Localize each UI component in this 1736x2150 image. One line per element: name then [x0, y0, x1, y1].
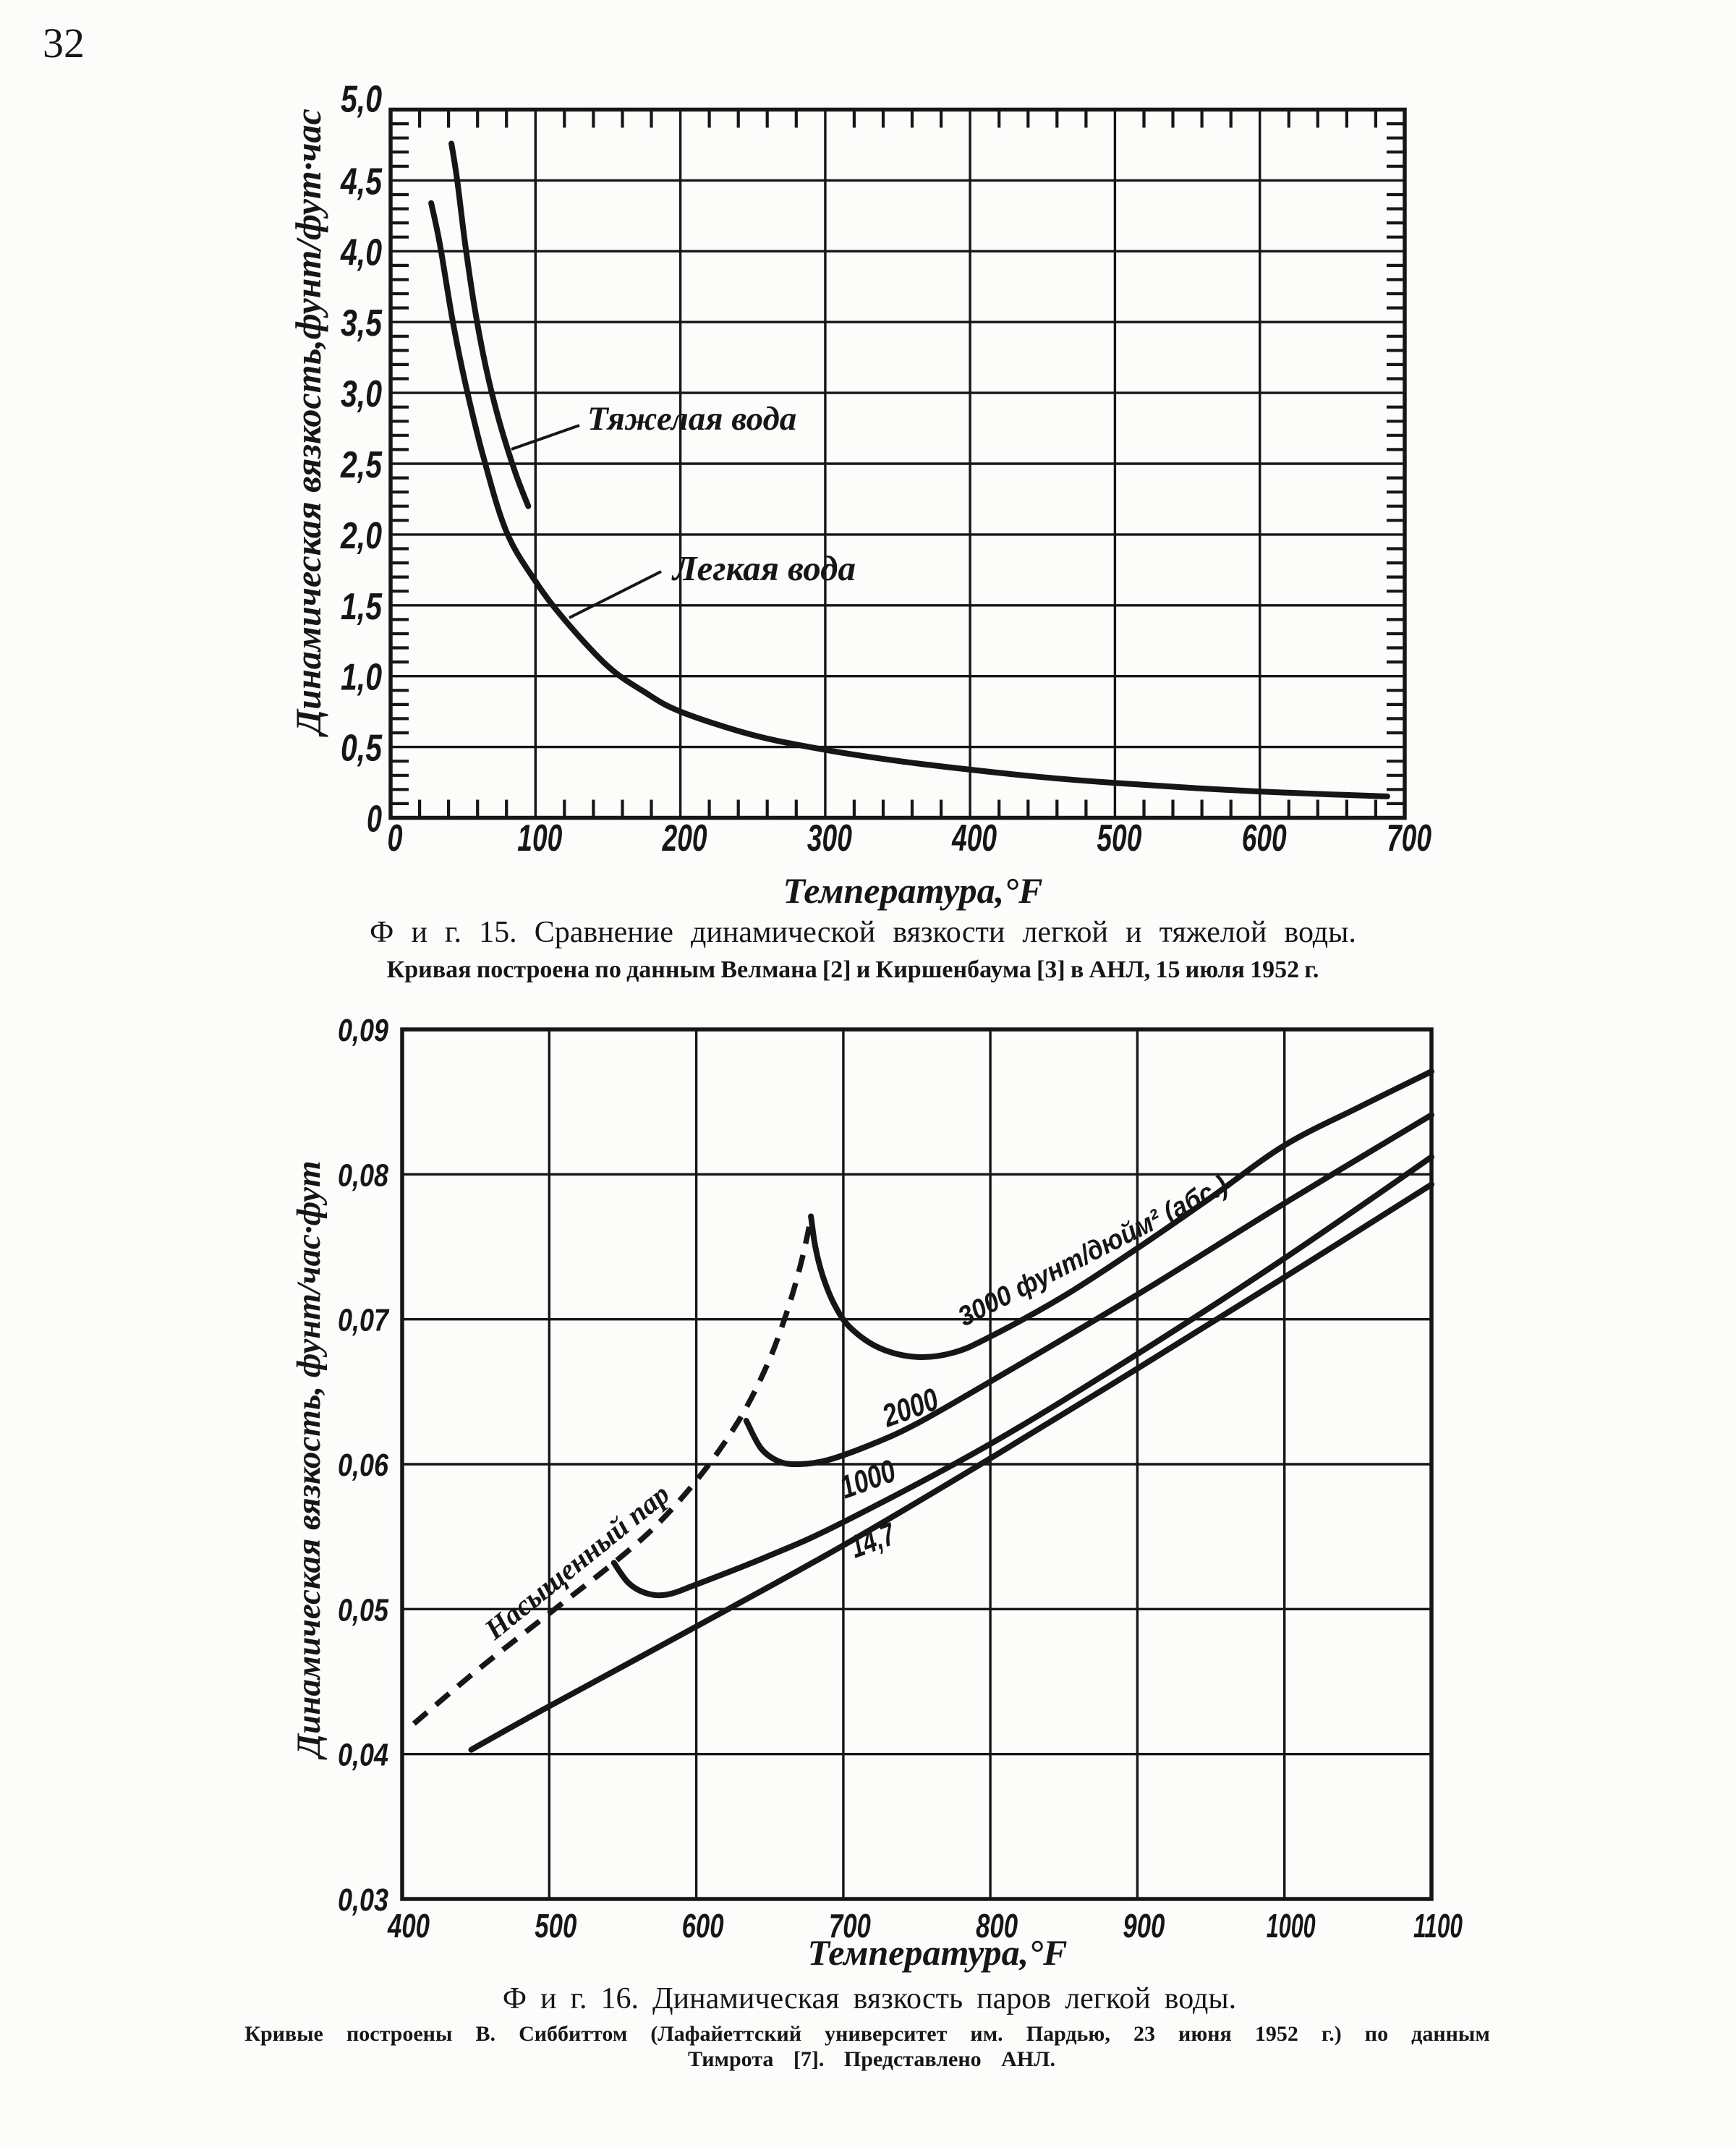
svg-text:0,08: 0,08 — [338, 1157, 388, 1193]
svg-text:Тяжелая вода: Тяжелая вода — [587, 400, 796, 438]
svg-text:0: 0 — [367, 799, 382, 841]
svg-text:1100: 1100 — [1413, 1907, 1463, 1945]
svg-text:0: 0 — [388, 817, 403, 859]
svg-text:900: 900 — [1123, 1907, 1165, 1945]
svg-text:1,0: 1,0 — [341, 657, 382, 699]
svg-text:800: 800 — [976, 1907, 1018, 1945]
svg-text:0,03: 0,03 — [338, 1882, 388, 1918]
svg-text:0,07: 0,07 — [338, 1303, 390, 1338]
svg-text:0,06: 0,06 — [338, 1448, 388, 1483]
svg-text:700: 700 — [1387, 817, 1431, 859]
svg-text:600: 600 — [682, 1907, 724, 1945]
svg-text:Легкая вода: Легкая вода — [671, 548, 856, 588]
svg-text:4,5: 4,5 — [340, 161, 383, 203]
svg-text:200: 200 — [662, 817, 707, 859]
svg-text:Температура,°F: Температура,°F — [783, 870, 1043, 911]
svg-text:Кривые построены В. Сиббиттом: Кривые построены В. Сиббиттом (Лафайеттс… — [244, 2022, 1490, 2046]
svg-text:400: 400 — [951, 817, 997, 859]
svg-text:Ф и г. 15. Сравнение динамичес: Ф и г. 15. Сравнение динамической вязкос… — [370, 916, 1356, 949]
svg-text:Динамическая вязкость,фунт/фу: Динамическая вязкость,фунт/фут·час — [288, 109, 328, 737]
svg-text:0,09: 0,09 — [338, 1013, 388, 1048]
svg-text:Тимрота [7]. Представлено АНЛ.: Тимрота [7]. Представлено АНЛ. — [688, 2047, 1055, 2071]
svg-text:1,5: 1,5 — [341, 586, 383, 628]
svg-text:500: 500 — [1097, 817, 1141, 859]
svg-text:600: 600 — [1242, 817, 1287, 859]
svg-text:400: 400 — [387, 1907, 430, 1945]
svg-text:Ф и г. 16. Динамическая вязкос: Ф и г. 16. Динамическая вязкость паров л… — [503, 1982, 1236, 2015]
svg-text:4,0: 4,0 — [340, 231, 382, 273]
svg-text:Динамическая вязкость, фунт/ча: Динамическая вязкость, фунт/час·фут — [290, 1160, 328, 1760]
svg-text:Температура,°F: Температура,°F — [808, 1932, 1068, 1973]
svg-text:Кривая построена по данным Вел: Кривая построена по данным Велмана [2] и… — [387, 956, 1319, 983]
svg-text:32: 32 — [43, 20, 85, 67]
svg-text:700: 700 — [829, 1907, 871, 1945]
svg-text:500: 500 — [535, 1907, 576, 1945]
svg-text:300: 300 — [807, 817, 852, 859]
svg-text:3,5: 3,5 — [341, 302, 383, 344]
svg-text:100: 100 — [517, 817, 562, 859]
svg-text:0,04: 0,04 — [338, 1738, 388, 1773]
svg-text:1000: 1000 — [1267, 1907, 1316, 1945]
svg-text:0,05: 0,05 — [338, 1592, 388, 1628]
svg-text:2,5: 2,5 — [340, 444, 383, 486]
svg-text:0,5: 0,5 — [341, 728, 383, 770]
svg-text:5,0: 5,0 — [341, 79, 382, 121]
svg-text:3,0: 3,0 — [341, 373, 382, 415]
svg-text:2,0: 2,0 — [340, 515, 382, 557]
